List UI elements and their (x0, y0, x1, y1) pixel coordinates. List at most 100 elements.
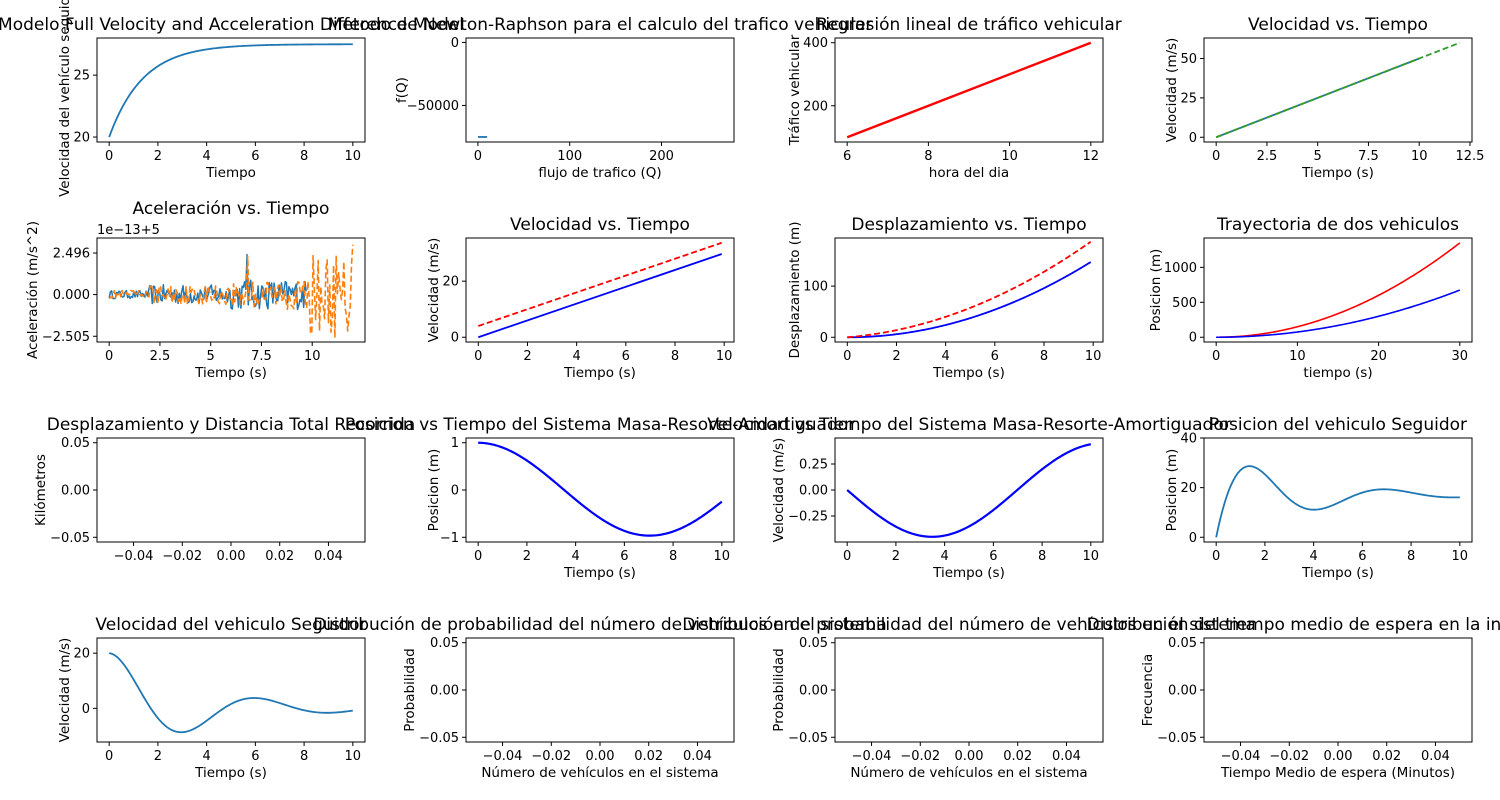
x-tick-label: 0 (843, 549, 851, 564)
series-line-1 (846, 443, 1092, 538)
x-tick-label: 0.02 (634, 749, 663, 764)
series-group (478, 441, 723, 537)
y-tick-label: 0.05 (799, 636, 828, 651)
x-tick-label: 10 (1452, 549, 1469, 564)
x-tick-label: 2 (154, 749, 162, 764)
x-tick-label: 6 (1358, 549, 1366, 564)
y-tick-label: 0 (1189, 131, 1197, 146)
x-tick-label: 0.02 (1372, 749, 1401, 764)
subplot-p14: −0.04 −0.02 0.00 0.02 0.04 0.05 0.00 −0.05 Distr… (313, 615, 887, 781)
x-tick-label: 10 (716, 349, 733, 364)
x-tick-label: 2 (523, 349, 531, 364)
chart-title: Modelo Full Velocity and Acceleration Di… (0, 15, 464, 35)
series-line-3 (1215, 41, 1461, 139)
y-tick-label: 0.05 (1168, 636, 1197, 651)
x-tick-label: −0.02 (900, 749, 940, 764)
y-tick-label: −0.05 (50, 531, 90, 546)
x-tick-label: 10 (1001, 149, 1018, 164)
y-axis-label: Desplazamiento (m) (787, 222, 803, 359)
axes-frame (1203, 437, 1473, 543)
series-line-1 (109, 652, 353, 734)
y-axis-label: Kilómetros (33, 454, 49, 526)
x-tick-label: 0.00 (217, 549, 246, 564)
y-tick-label: 0.25 (799, 458, 828, 473)
x-tick-label: 4 (202, 149, 210, 164)
x-tick-label: 0.00 (1324, 749, 1353, 764)
series-group (477, 241, 723, 339)
x-tick-label: −0.04 (483, 749, 523, 764)
chart-title: Distribución de probabilidad del número … (682, 615, 1256, 635)
x-axis-label: Tiempo (s) (932, 365, 1005, 381)
axes-frame (465, 637, 735, 743)
axes-frame (96, 637, 366, 743)
chart-title: Velocidad vs Tiempo del Sistema Masa-Res… (707, 415, 1230, 435)
x-tick-label: 0.04 (314, 549, 343, 564)
x-tick-label: 100 (557, 149, 582, 164)
x-tick-label: 4 (942, 349, 950, 364)
series-line-2 (477, 241, 723, 327)
x-tick-label: 8 (1038, 549, 1046, 564)
x-tick-label: −0.02 (531, 749, 571, 764)
x-tick-label: 0 (105, 149, 113, 164)
y-tick-label: 1000 (1164, 261, 1197, 276)
y-axis-label: Frecuencia (1140, 654, 1156, 727)
series-line-2 (108, 244, 354, 339)
x-tick-label: 12.5 (1455, 149, 1484, 164)
y-tick-label: −0.05 (1157, 731, 1197, 746)
axes-frame (1203, 37, 1473, 143)
x-tick-label: 8 (1040, 349, 1048, 364)
x-tick-label: 10 (714, 549, 731, 564)
y-tick-label: 25 (73, 69, 90, 84)
x-tick-label: 2 (154, 149, 162, 164)
chart-title: Posicion del vehiculo Seguidor (1209, 415, 1467, 435)
x-tick-label: 2 (523, 549, 531, 564)
axes-frame (465, 437, 735, 543)
x-tick-label: 0.02 (1003, 749, 1032, 764)
x-tick-label: 6 (843, 149, 851, 164)
x-tick-label: 0.00 (586, 749, 615, 764)
series-group (109, 652, 353, 734)
y-tick-label: 0 (451, 36, 459, 51)
series-line-1 (1216, 242, 1461, 339)
series-group (108, 244, 354, 339)
chart-title: Metodo de Newton-Raphson para el calculo… (328, 15, 873, 35)
y-tick-label: 0 (451, 331, 459, 346)
x-axis-label: hora del dia (929, 165, 1009, 181)
subplot-p12: 0 2 4 6 8 10 0 20 40 Posicion del vehiculo Seguid… (1164, 415, 1473, 581)
axes-frame (1203, 237, 1473, 343)
chart-title: Distribución de probabilidad del número … (313, 615, 887, 635)
subplot-p16: −0.04 −0.02 0.00 0.02 0.04 0.05 0.00 −0.05 Distr… (1087, 615, 1500, 781)
series-line-1 (108, 43, 353, 138)
x-tick-label: 0 (1212, 549, 1220, 564)
chart-title: Distribución del tiempo medio de espera … (1087, 615, 1500, 635)
subplot-p13: 0 2 4 6 8 10 20 0 Velocidad del vehiculo Seguido… (57, 615, 367, 781)
y-axis-label: Aceleración (m/s^2) (25, 221, 41, 359)
x-axis-label: Tiempo (s) (932, 565, 1005, 581)
chart-title: Velocidad vs. Tiempo (510, 215, 690, 235)
x-tick-label: 200 (649, 149, 674, 164)
y-axis-label: f(Q) (394, 77, 410, 103)
y-offset-label: 1e−13+5 (97, 223, 160, 238)
axes-frame (1203, 637, 1473, 743)
axes-frame (96, 37, 366, 143)
y-tick-label: 2.496 (53, 247, 90, 262)
y-axis-label: Probabilidad (402, 648, 418, 732)
x-tick-label: −0.04 (1221, 749, 1261, 764)
y-tick-label: 0.05 (61, 436, 90, 451)
x-tick-label: 2.5 (150, 349, 171, 364)
x-tick-label: 6 (251, 749, 259, 764)
axes-frame (465, 37, 735, 143)
y-tick-label: 0 (1189, 331, 1197, 346)
x-tick-label: 8 (924, 149, 932, 164)
chart-title: Regresión lineal de tráfico vehicular (816, 15, 1122, 35)
subplot-p9: −0.04 −0.02 0.00 0.02 0.04 0.05 0.00 −0.05 Despl… (33, 415, 415, 564)
x-tick-label: 6 (991, 349, 999, 364)
x-tick-label: −0.04 (852, 749, 892, 764)
y-tick-label: 50 (1180, 52, 1197, 67)
x-axis-label: Tiempo Medio de espera (Minutos) (1220, 765, 1455, 781)
subplot-p5: 0 2.5 5 7.5 10 2.496 0.000 −2.505 Aceleración vs… (25, 199, 366, 381)
y-tick-label: −2.505 (42, 330, 90, 345)
x-tick-label: 4 (202, 749, 210, 764)
x-tick-label: 10 (1083, 549, 1100, 564)
x-tick-label: 0.04 (1421, 749, 1450, 764)
